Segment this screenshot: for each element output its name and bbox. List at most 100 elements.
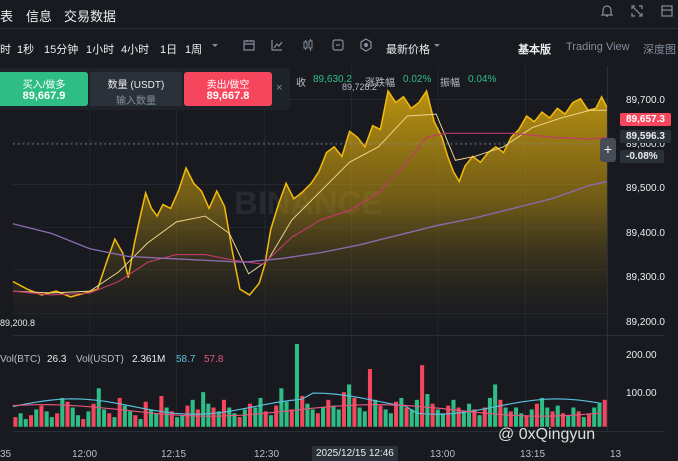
volume-bar xyxy=(211,407,216,427)
volume-bar xyxy=(117,397,122,427)
volume-bar xyxy=(253,407,258,427)
view-basic[interactable]: 基本版 xyxy=(518,44,551,56)
indicators-icon[interactable] xyxy=(331,38,345,55)
timeframe-1s[interactable]: 1秒 xyxy=(17,44,35,56)
volume-bar xyxy=(472,409,477,427)
view-tradingview[interactable]: Trading View xyxy=(566,41,630,53)
tab-chart[interactable]: 表 xyxy=(0,9,14,24)
volume-bar xyxy=(399,397,404,427)
timeframe-1d[interactable]: 1日 xyxy=(160,44,178,56)
time-tick: 13:15 xyxy=(520,449,546,460)
quantity-placeholder: 输入数量 xyxy=(116,96,156,107)
ma-fast-line xyxy=(12,109,608,294)
vol-btc-label: Vol(BTC) xyxy=(0,354,41,365)
volume-bar xyxy=(112,417,117,427)
volume-bar xyxy=(284,401,289,427)
layout-icon[interactable] xyxy=(660,4,674,21)
quantity-label: 数量 (USDT) xyxy=(107,80,165,91)
volume-bar xyxy=(388,413,393,427)
calendar-icon[interactable] xyxy=(242,38,256,55)
settings-icon[interactable] xyxy=(359,38,373,55)
volume-tick: 200.00 xyxy=(626,350,657,361)
top-tab-bar: 表 信息 交易数据 xyxy=(0,0,678,28)
tab-trading-data[interactable]: 交易数据 xyxy=(64,9,117,24)
volume-bar xyxy=(164,407,169,427)
price-tick: 89,500.0 xyxy=(626,183,665,194)
price-chart[interactable]: BINANCE xyxy=(0,66,678,446)
quantity-field[interactable]: 数量 (USDT) 输入数量 xyxy=(90,72,182,107)
price-tick: 89,700.0 xyxy=(626,95,665,106)
volume-bar xyxy=(315,413,320,427)
volume-bar xyxy=(148,409,153,427)
close-value: 89,630.2 xyxy=(313,74,352,85)
volume-bar xyxy=(122,405,127,427)
volume-bar xyxy=(195,409,200,427)
volume-bar xyxy=(341,392,346,427)
volume-bar xyxy=(70,407,75,427)
volume-ma-line-2 xyxy=(12,404,602,417)
tab-info[interactable]: 信息 xyxy=(26,9,53,24)
volume-bar xyxy=(576,411,581,427)
volume-bar xyxy=(461,411,466,427)
volume-bar xyxy=(143,401,148,427)
ma-pink-line xyxy=(12,132,608,296)
volume-bar xyxy=(383,409,388,427)
volume-bar xyxy=(482,407,487,427)
timeframe-4h[interactable]: 4小时 xyxy=(121,44,150,56)
bell-icon[interactable] xyxy=(600,4,614,21)
sell-short-button[interactable]: 卖出/做空 89,667.8 xyxy=(184,72,272,106)
volume-bar xyxy=(55,413,60,427)
volume-bar xyxy=(133,415,138,427)
volume-bar xyxy=(378,405,383,427)
volume-bar xyxy=(107,413,112,427)
volume-bar xyxy=(404,407,409,427)
price-type-select[interactable]: 最新价格 xyxy=(386,44,430,56)
volume-tick: 100.00 xyxy=(626,388,657,399)
ma-price-tag: 89,596.3 xyxy=(620,130,671,143)
time-tick: 12:00 xyxy=(72,449,98,460)
volume-bar xyxy=(227,407,232,427)
timeframe-1w[interactable]: 1周 xyxy=(185,44,203,56)
volume-bar xyxy=(493,384,498,427)
line-chart-icon[interactable] xyxy=(270,38,284,55)
volume-bar xyxy=(326,399,331,427)
volume-bar xyxy=(503,407,508,427)
volume-bar xyxy=(237,417,242,427)
time-tick: 13:00 xyxy=(430,449,456,460)
buy-price: 89,667.9 xyxy=(22,90,66,102)
timeframe-15m[interactable]: 15分钟 xyxy=(44,44,79,56)
timeframe-time[interactable]: 时 xyxy=(0,44,11,56)
sell-label: 卖出/做空 xyxy=(206,80,250,91)
volume-bar xyxy=(29,415,34,427)
volume-bar xyxy=(571,407,576,427)
volume-bar xyxy=(508,411,513,427)
author-watermark: @ 0xQingyun xyxy=(498,426,596,443)
volume-bar xyxy=(242,409,247,427)
timeframe-dropdown-icon[interactable] xyxy=(211,38,219,53)
change-label: 涨跌幅 xyxy=(365,78,395,89)
volume-bar xyxy=(91,403,96,427)
volume-bar xyxy=(221,399,226,427)
volume-bar xyxy=(102,409,107,427)
volume-bar xyxy=(409,409,414,427)
volume-bar xyxy=(34,409,39,427)
volume-bar xyxy=(425,394,430,427)
volume-bar xyxy=(86,411,91,427)
candlestick-icon[interactable] xyxy=(301,38,315,55)
price-tick: 89,600.0 xyxy=(626,139,665,150)
volume-bar xyxy=(435,409,440,427)
volume-bar xyxy=(487,397,492,427)
price-type-dropdown-icon[interactable] xyxy=(433,38,441,53)
volume-bar xyxy=(545,407,550,427)
view-depth[interactable]: 深度图 xyxy=(643,44,676,56)
vol-usdt-value: 2.361M xyxy=(132,354,166,365)
price-area xyxy=(12,91,608,336)
expand-icon[interactable] xyxy=(630,4,644,21)
chart-toolbar: 时 1秒 15分钟 1小时 4小时 1日 1周 最新价格 基本版 Trading… xyxy=(0,28,678,67)
add-order-icon[interactable]: + xyxy=(600,138,616,162)
timeframe-1h[interactable]: 1小时 xyxy=(86,44,115,56)
crosshair-time-tag: 2025/12/15 12:46 xyxy=(312,446,398,461)
volume-bar xyxy=(289,409,294,427)
close-panel-icon[interactable]: × xyxy=(276,82,283,94)
buy-long-button[interactable]: 买入/做多 89,667.9 xyxy=(0,72,88,106)
